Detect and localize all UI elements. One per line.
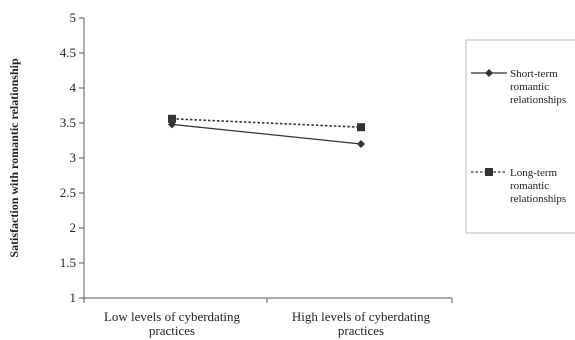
y-tick-label: 2 bbox=[70, 220, 77, 235]
y-tick-label: 4 bbox=[70, 80, 77, 95]
x-category-labels: Low levels of cyberdating practices High l… bbox=[104, 309, 431, 338]
legend-label: Short-term romantic relationships bbox=[510, 68, 566, 106]
y-tick-labels: 1 1.5 2 2.5 3 3.5 4 4.5 5 bbox=[60, 10, 77, 305]
y-tick-label: 2.5 bbox=[60, 185, 76, 200]
data-point bbox=[168, 114, 176, 123]
x-category-label: High levels of cyberdating practices bbox=[292, 309, 431, 338]
y-axis-title: Satisfaction with romantic relationship bbox=[7, 58, 21, 258]
y-tick-label: 3 bbox=[70, 150, 77, 165]
series-line bbox=[171, 123, 362, 145]
data-point bbox=[357, 140, 365, 148]
y-tick-label: 4.5 bbox=[60, 45, 76, 60]
legend-label: Long-term romantic relationships bbox=[510, 167, 566, 205]
series-1 bbox=[168, 120, 365, 148]
legend-item-1: Short-term romantic relationships bbox=[471, 68, 566, 106]
y-axis bbox=[79, 17, 85, 299]
legend: Short-term romantic relationships Long-term… bbox=[465, 39, 575, 234]
y-tick-label: 3.5 bbox=[60, 115, 76, 130]
legend-marker bbox=[485, 168, 493, 176]
series-group bbox=[168, 114, 365, 148]
series-line bbox=[171, 118, 362, 128]
x-axis bbox=[83, 297, 453, 303]
x-category-label: Low levels of cyberdating practices bbox=[104, 309, 241, 338]
y-tick-label: 1.5 bbox=[60, 255, 76, 270]
y-tick-label: 1 bbox=[70, 290, 77, 305]
series-2 bbox=[168, 114, 365, 132]
y-tick-label: 5 bbox=[70, 10, 77, 25]
legend-item-2: Long-term romantic relationships bbox=[471, 167, 566, 205]
data-point bbox=[357, 123, 365, 132]
legend-box bbox=[465, 39, 575, 234]
legend-marker bbox=[485, 69, 493, 77]
